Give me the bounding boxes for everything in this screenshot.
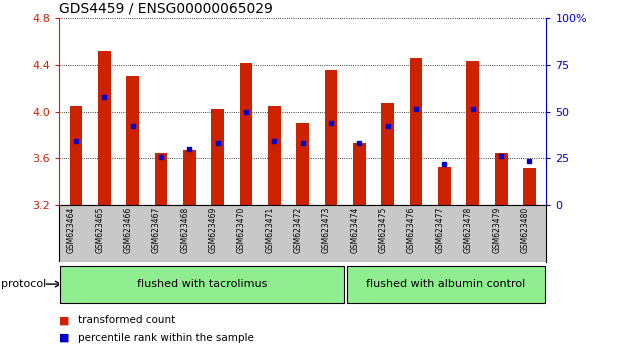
- Bar: [268, 105, 281, 205]
- Text: flushed with albumin control: flushed with albumin control: [366, 279, 526, 289]
- Bar: [240, 63, 252, 205]
- Bar: [60, 266, 344, 303]
- Text: GSM623466: GSM623466: [124, 207, 133, 253]
- Text: flushed with tacrolimus: flushed with tacrolimus: [137, 279, 268, 289]
- Text: GSM623468: GSM623468: [180, 207, 189, 253]
- Bar: [183, 150, 196, 205]
- Text: GSM623475: GSM623475: [379, 207, 388, 253]
- Bar: [495, 153, 507, 205]
- Bar: [325, 70, 337, 205]
- Bar: [155, 153, 168, 205]
- Bar: [466, 61, 479, 205]
- Text: GSM623471: GSM623471: [265, 207, 274, 253]
- Bar: [381, 103, 394, 205]
- Bar: [98, 51, 111, 205]
- Text: GSM623476: GSM623476: [407, 207, 416, 253]
- Bar: [438, 167, 451, 205]
- Text: GSM623478: GSM623478: [464, 207, 473, 253]
- Text: GSM623480: GSM623480: [520, 207, 530, 253]
- Bar: [211, 109, 224, 205]
- Text: GSM623469: GSM623469: [209, 207, 218, 253]
- Text: GSM623470: GSM623470: [237, 207, 246, 253]
- Text: GSM623479: GSM623479: [492, 207, 501, 253]
- Bar: [126, 76, 139, 205]
- Text: ■: ■: [59, 333, 70, 343]
- Text: protocol: protocol: [1, 279, 47, 289]
- Text: transformed count: transformed count: [78, 315, 175, 325]
- Text: GSM623465: GSM623465: [96, 207, 104, 253]
- Text: GSM623477: GSM623477: [435, 207, 445, 253]
- Text: GSM623467: GSM623467: [152, 207, 161, 253]
- Bar: [353, 143, 366, 205]
- Bar: [410, 58, 422, 205]
- Text: GSM623473: GSM623473: [322, 207, 331, 253]
- Text: percentile rank within the sample: percentile rank within the sample: [78, 333, 253, 343]
- Text: GSM623472: GSM623472: [294, 207, 302, 253]
- Bar: [347, 266, 545, 303]
- Bar: [70, 105, 83, 205]
- Text: GSM623464: GSM623464: [67, 207, 76, 253]
- Text: GDS4459 / ENSG00000065029: GDS4459 / ENSG00000065029: [59, 1, 273, 15]
- Bar: [523, 168, 536, 205]
- Text: GSM623474: GSM623474: [350, 207, 360, 253]
- Bar: [296, 123, 309, 205]
- Text: ■: ■: [59, 315, 70, 325]
